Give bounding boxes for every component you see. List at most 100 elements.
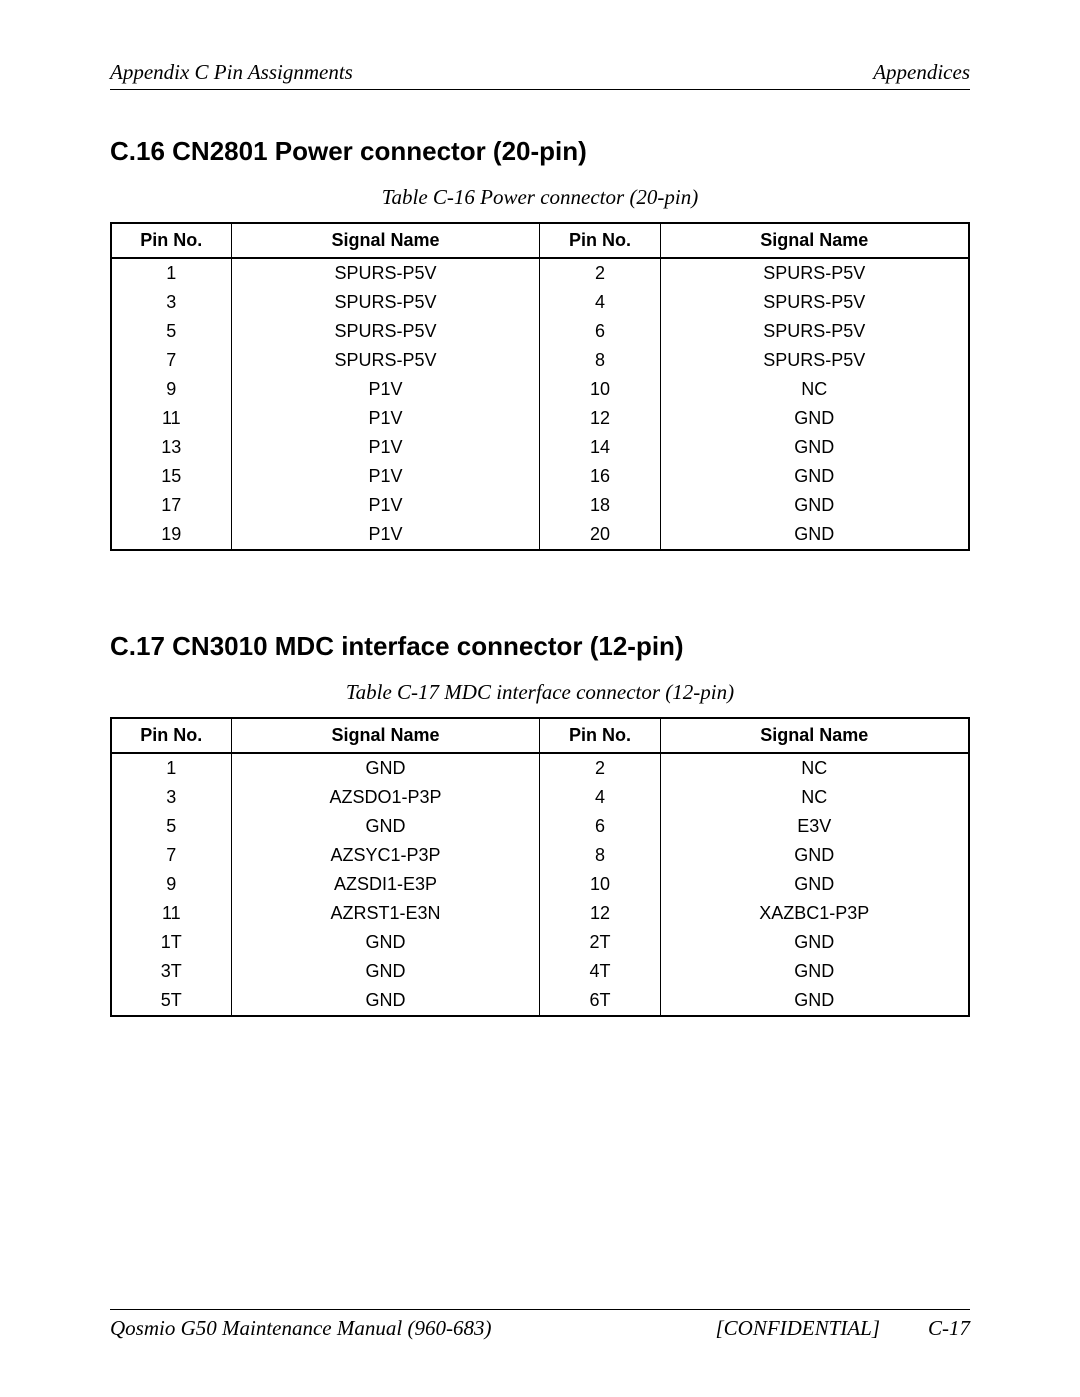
table-cell: P1V <box>231 462 540 491</box>
table-cell: GND <box>660 870 969 899</box>
table-cell: 18 <box>540 491 660 520</box>
table-cell: SPURS-P5V <box>660 317 969 346</box>
table-cell: 10 <box>540 375 660 404</box>
table-row: 3AZSDO1-P3P4NC <box>111 783 969 812</box>
table-cell: 19 <box>111 520 231 550</box>
table-cell: 5T <box>111 986 231 1016</box>
col-header: Pin No. <box>540 223 660 258</box>
table-cell: 16 <box>540 462 660 491</box>
col-header: Pin No. <box>111 718 231 753</box>
table-cell: 11 <box>111 404 231 433</box>
table-row: 1GND2NC <box>111 753 969 783</box>
table-cell: GND <box>660 520 969 550</box>
col-header: Signal Name <box>660 223 969 258</box>
table-cell: SPURS-P5V <box>660 288 969 317</box>
table-row: 9P1V10NC <box>111 375 969 404</box>
table-cell: 10 <box>540 870 660 899</box>
table-cell: 20 <box>540 520 660 550</box>
table-cell: AZSDO1-P3P <box>231 783 540 812</box>
col-header: Signal Name <box>231 223 540 258</box>
table-cell: 5 <box>111 317 231 346</box>
table-cell: 1T <box>111 928 231 957</box>
table-c16: Pin No. Signal Name Pin No. Signal Name … <box>110 222 970 551</box>
table-row: 17P1V18GND <box>111 491 969 520</box>
section-heading-c16: C.16 CN2801 Power connector (20-pin) <box>110 136 970 167</box>
table-cell: 8 <box>540 841 660 870</box>
table-cell: AZRST1-E3N <box>231 899 540 928</box>
col-header: Signal Name <box>660 718 969 753</box>
table-header-row: Pin No. Signal Name Pin No. Signal Name <box>111 718 969 753</box>
running-head-right: Appendices <box>873 60 970 85</box>
col-header: Pin No. <box>111 223 231 258</box>
table-row: 9AZSDI1-E3P10GND <box>111 870 969 899</box>
table-row: 7AZSYC1-P3P8GND <box>111 841 969 870</box>
table-row: 1SPURS-P5V2SPURS-P5V <box>111 258 969 288</box>
table-cell: GND <box>660 404 969 433</box>
table-cell: SPURS-P5V <box>660 346 969 375</box>
table-cell: 5 <box>111 812 231 841</box>
table-cell: 4 <box>540 783 660 812</box>
table-cell: 9 <box>111 870 231 899</box>
table-cell: 6 <box>540 812 660 841</box>
footer-left: Qosmio G50 Maintenance Manual (960-683) <box>110 1316 491 1341</box>
table-cell: 13 <box>111 433 231 462</box>
table-cell: 7 <box>111 346 231 375</box>
table-c17: Pin No. Signal Name Pin No. Signal Name … <box>110 717 970 1017</box>
section-heading-c17: C.17 CN3010 MDC interface connector (12-… <box>110 631 970 662</box>
table-cell: SPURS-P5V <box>660 258 969 288</box>
page-footer: Qosmio G50 Maintenance Manual (960-683) … <box>110 1309 970 1341</box>
footer-right: C-17 <box>928 1316 970 1341</box>
table-row: 15P1V16GND <box>111 462 969 491</box>
table-cell: 4 <box>540 288 660 317</box>
table-row: 5TGND6TGND <box>111 986 969 1016</box>
table-cell: 2T <box>540 928 660 957</box>
table-cell: P1V <box>231 375 540 404</box>
table-cell: P1V <box>231 404 540 433</box>
running-head: Appendix C Pin Assignments Appendices <box>110 60 970 90</box>
table-row: 1TGND2TGND <box>111 928 969 957</box>
table-cell: 2 <box>540 753 660 783</box>
table-cell: 1 <box>111 258 231 288</box>
table-cell: 6 <box>540 317 660 346</box>
col-header: Signal Name <box>231 718 540 753</box>
table-cell: P1V <box>231 520 540 550</box>
table-cell: 9 <box>111 375 231 404</box>
table-cell: GND <box>231 986 540 1016</box>
table-cell: GND <box>660 986 969 1016</box>
table-cell: GND <box>231 957 540 986</box>
table-row: 13P1V14GND <box>111 433 969 462</box>
table-cell: SPURS-P5V <box>231 317 540 346</box>
table-cell: NC <box>660 753 969 783</box>
table-cell: 14 <box>540 433 660 462</box>
table-cell: 3 <box>111 783 231 812</box>
table-cell: 7 <box>111 841 231 870</box>
table-row: 5GND6E3V <box>111 812 969 841</box>
table-row: 11P1V12GND <box>111 404 969 433</box>
table-cell: AZSDI1-E3P <box>231 870 540 899</box>
table-cell: 6T <box>540 986 660 1016</box>
table-cell: 12 <box>540 404 660 433</box>
table-caption-c16: Table C-16 Power connector (20-pin) <box>110 185 970 210</box>
table-cell: 1 <box>111 753 231 783</box>
table-cell: 15 <box>111 462 231 491</box>
table-cell: P1V <box>231 491 540 520</box>
table-cell: GND <box>660 491 969 520</box>
table-cell: GND <box>660 433 969 462</box>
table-cell: 3T <box>111 957 231 986</box>
table-row: 19P1V20GND <box>111 520 969 550</box>
table-cell: GND <box>231 928 540 957</box>
table-row: 7SPURS-P5V8SPURS-P5V <box>111 346 969 375</box>
table-cell: XAZBC1-P3P <box>660 899 969 928</box>
table-caption-c17: Table C-17 MDC interface connector (12-p… <box>110 680 970 705</box>
table-body-c17: 1GND2NC3AZSDO1-P3P4NC5GND6E3V7AZSYC1-P3P… <box>111 753 969 1016</box>
table-cell: 12 <box>540 899 660 928</box>
table-cell: GND <box>660 957 969 986</box>
table-cell: GND <box>660 841 969 870</box>
table-cell: GND <box>231 753 540 783</box>
page-body: Appendix C Pin Assignments Appendices C.… <box>0 0 1080 1017</box>
table-cell: 4T <box>540 957 660 986</box>
table-body-c16: 1SPURS-P5V2SPURS-P5V3SPURS-P5V4SPURS-P5V… <box>111 258 969 550</box>
table-cell: 8 <box>540 346 660 375</box>
table-row: 11AZRST1-E3N12XAZBC1-P3P <box>111 899 969 928</box>
running-head-left: Appendix C Pin Assignments <box>110 60 353 85</box>
